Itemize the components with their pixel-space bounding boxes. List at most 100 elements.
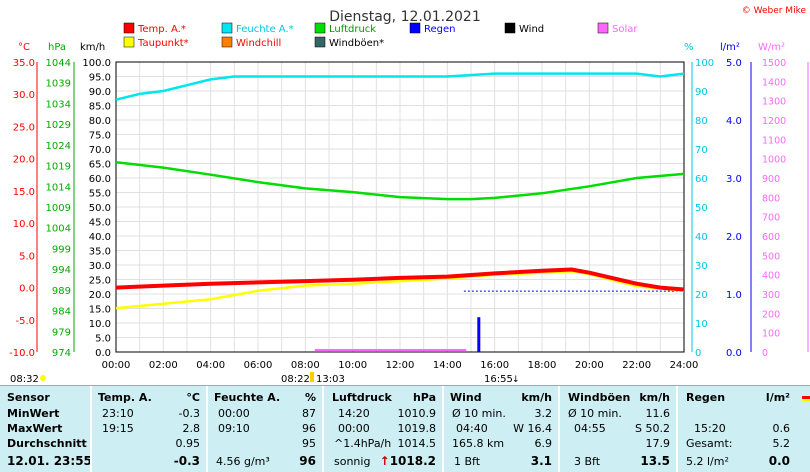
dew-mini-indicator [802, 400, 810, 402]
wind-tick-20: 0.0 [95, 348, 111, 359]
wind-avg10-label: Ø 10 min. [452, 407, 506, 420]
humidity-tick-8: 20 [695, 290, 708, 301]
wind-tick-15: 25.0 [89, 276, 111, 287]
temp-max-value: 2.8 [182, 422, 201, 435]
wind-beaufort: 1 Bft [454, 455, 481, 468]
pressure-trend: ^1.4hPa/h [334, 437, 392, 450]
statistics-table: Sensor MinWert MaxWert Durchschnitt 12.0… [0, 385, 810, 472]
humidity-tick-7: 30 [695, 261, 708, 272]
pressure-max-time: 00:00 [338, 422, 370, 435]
current-datetime: 12.01. 23:55 [7, 454, 92, 468]
rain-unit: l/m² [765, 391, 790, 404]
temp-tick-9: -10.0 [9, 348, 35, 359]
rain-unit-label: l/m² [720, 42, 740, 53]
stats-col-temp: Temp. A. °C 23:10 -0.3 19:15 2.8 0.95 -0.3 [90, 386, 206, 472]
legend-swatch-3 [409, 22, 421, 34]
chart-axes: °C hPa km/h% l/m² W/m² 35.0 30.0 25.0 20.0 15.0 10… [9, 42, 809, 384]
pressure-header: Luftdruck [332, 391, 392, 404]
temp-mini-indicator [802, 396, 810, 399]
temp-tick-3: 20.0 [13, 155, 35, 166]
rain-max-value: 0.6 [772, 422, 791, 435]
pressure-min-value: 1010.9 [397, 407, 437, 420]
wind-tick-12: 40.0 [89, 232, 111, 243]
chart-title: Dienstag, 12.01.2021 [329, 9, 480, 25]
temp-min-time: 23:10 [102, 407, 134, 420]
chart-legend: Temp. A.* Feuchte A.* Luftdruck Regen Wind So… [123, 22, 638, 49]
pressure-tick-13: 979 [52, 327, 71, 338]
humidity-tick-5: 50 [695, 203, 708, 214]
legend-swatch-2 [314, 22, 326, 34]
grid-lines [115, 61, 685, 353]
rain-tick-2: 3.0 [726, 174, 742, 185]
temp-avg-value: 0.95 [175, 437, 201, 450]
wind-unit-label: km/h [80, 42, 105, 53]
humidity-tick-4: 60 [695, 174, 708, 185]
humidity-tick-2: 80 [695, 116, 708, 127]
solar-tick-2: 1300 [762, 97, 786, 108]
solar-tick-10: 500 [762, 251, 780, 262]
x-tick-4: 08:00 [291, 360, 320, 371]
wind-tick-9: 55.0 [89, 189, 111, 200]
rain-tick-1: 4.0 [726, 116, 742, 127]
pressure-tick-2: 1034 [46, 99, 71, 110]
legend-swatch-7 [221, 36, 233, 48]
temp-min-value: -0.3 [178, 407, 200, 420]
solar-marker-icon [310, 372, 314, 382]
legend-label-4: Wind [519, 24, 544, 35]
temp-unit: °C [186, 391, 200, 404]
legend-label-3: Regen [424, 24, 456, 35]
x-tick-3: 06:00 [244, 360, 273, 371]
stats-col-pressure: Luftdruck hPa 14:20 1010.9 00:00 1019.8 ^1.… [322, 386, 442, 472]
temp-tick-6: 5.0 [19, 251, 35, 262]
pressure-tick-6: 1014 [46, 182, 71, 193]
wind-header: Wind [450, 391, 482, 404]
x-tick-7: 14:00 [433, 360, 462, 371]
series-line-feuchtea [115, 72, 685, 101]
pressure-tick-4: 1024 [46, 141, 71, 152]
pressure-trend-arrow-icon: ↑ [379, 454, 390, 468]
plot-area [115, 72, 685, 310]
wind-tick-1: 95.0 [89, 73, 111, 84]
wind-tick-3: 85.0 [89, 102, 111, 113]
legend-swatch-4 [504, 22, 516, 34]
rain-header: Regen [686, 391, 726, 404]
pressure-tick-7: 1009 [46, 203, 71, 214]
x-tick-6: 12:00 [386, 360, 415, 371]
wind-tick-11: 45.0 [89, 218, 111, 229]
legend-label-2: Luftdruck [329, 24, 376, 35]
temp-max-time: 19:15 [102, 422, 134, 435]
pressure-tick-0: 1044 [46, 58, 71, 69]
pressure-max-value: 1019.8 [397, 422, 437, 435]
solar-start-label: 08:22 [281, 374, 310, 384]
x-tick-0: 00:00 [102, 360, 131, 371]
wind-avg-value: 6.9 [534, 437, 553, 450]
solar-unit-label: W/m² [758, 42, 785, 53]
rain-tick-3: 2.0 [726, 232, 742, 243]
pressure-unit-label: hPa [48, 42, 66, 53]
temp-tick-1: 30.0 [13, 90, 35, 101]
wind-tick-4: 80.0 [89, 116, 111, 127]
legend-label-0: Temp. A.* [137, 24, 186, 35]
humidity-tick-1: 90 [695, 87, 708, 98]
durchschnitt-label: Durchschnitt [7, 437, 87, 450]
pressure-tick-3: 1029 [46, 120, 71, 131]
wind-tick-17: 15.0 [89, 305, 111, 316]
series-line-tempa [115, 267, 685, 292]
temp-current-value: -0.3 [173, 454, 200, 468]
solar-mid-label: 13:03 [316, 374, 345, 384]
gust-current-value: 13.5 [640, 454, 670, 468]
temp-tick-8: -5.0 [15, 316, 35, 327]
temp-header: Temp. A. [98, 391, 152, 404]
humidity-avg-value: 95 [302, 437, 316, 450]
solar-tick-7: 800 [762, 193, 780, 204]
gust-avg-value: 17.9 [645, 437, 671, 450]
rain-tick-4: 1.0 [726, 290, 742, 301]
humidity-tick-0: 100 [695, 58, 714, 69]
pressure-tick-12: 984 [52, 307, 71, 318]
solar-tick-15: 0 [762, 348, 768, 359]
gust-header: Windböen [568, 391, 631, 404]
wind-tick-19: 5.0 [95, 334, 111, 345]
wind-tick-13: 35.0 [89, 247, 111, 258]
wind-tick-6: 70.0 [89, 145, 111, 156]
